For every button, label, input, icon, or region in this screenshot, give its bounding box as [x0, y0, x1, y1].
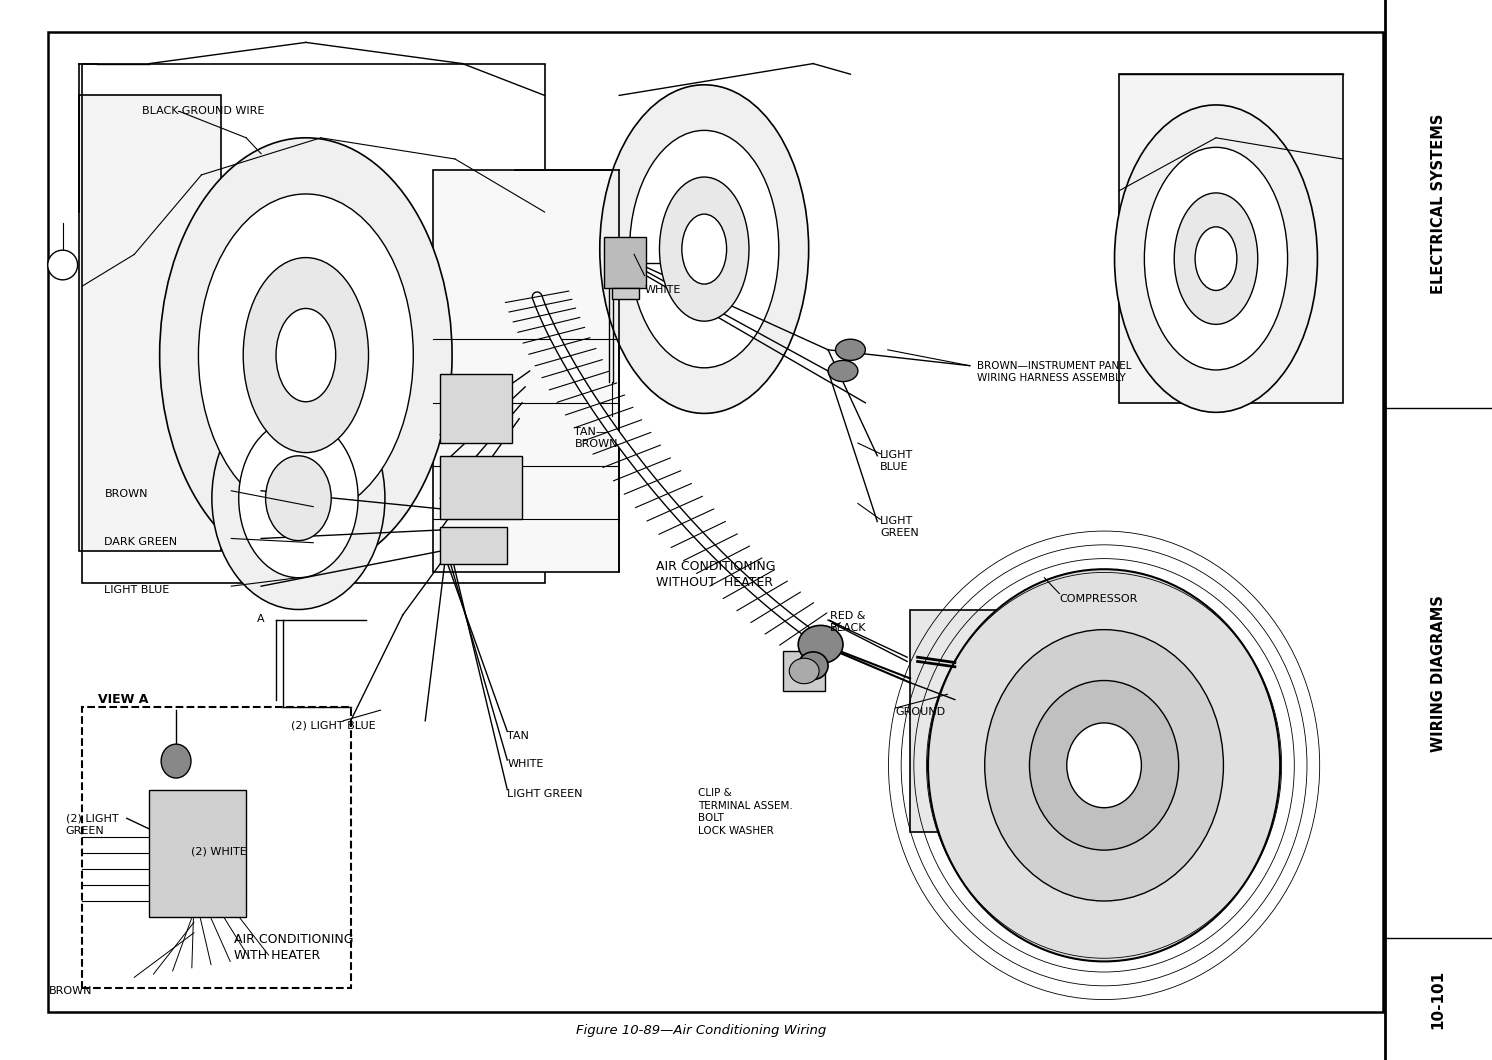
Bar [440, 456, 522, 519]
Text: COMPRESSOR: COMPRESSOR [1059, 594, 1138, 604]
Text: 10-101: 10-101 [1431, 970, 1446, 1028]
Ellipse shape [1029, 681, 1179, 850]
Ellipse shape [1174, 193, 1258, 324]
Text: VIEW A: VIEW A [98, 693, 149, 706]
Text: (2) WHITE: (2) WHITE [191, 846, 246, 856]
Ellipse shape [239, 419, 358, 578]
Text: AIR CONDITIONING
WITHOUT  HEATER: AIR CONDITIONING WITHOUT HEATER [656, 560, 776, 589]
Bar [79, 95, 221, 551]
Text: TAN: TAN [507, 730, 530, 741]
Text: BROWN: BROWN [104, 489, 148, 499]
Text: AIR CONDITIONING
WITH HEATER: AIR CONDITIONING WITH HEATER [234, 933, 354, 962]
Ellipse shape [1195, 227, 1237, 290]
Ellipse shape [789, 658, 819, 684]
Ellipse shape [985, 630, 1223, 901]
Bar [433, 170, 619, 572]
Bar [149, 790, 246, 917]
Text: WHITE: WHITE [645, 285, 680, 296]
Text: ELECTRICAL SYSTEMS: ELECTRICAL SYSTEMS [1431, 113, 1446, 295]
Bar [82, 64, 545, 583]
Ellipse shape [836, 339, 865, 360]
Bar [910, 610, 1149, 832]
Ellipse shape [798, 652, 828, 679]
Ellipse shape [243, 258, 369, 453]
Text: WIRING DIAGRAMS: WIRING DIAGRAMS [1431, 595, 1446, 752]
Ellipse shape [161, 744, 191, 778]
Text: LIGHT
BLUE: LIGHT BLUE [880, 449, 913, 473]
Ellipse shape [198, 194, 413, 516]
Bar [1119, 74, 1343, 403]
Bar [612, 288, 639, 299]
Text: Figure 10-89—Air Conditioning Wiring: Figure 10-89—Air Conditioning Wiring [576, 1024, 827, 1037]
Text: A: A [257, 614, 264, 624]
Bar [604, 237, 646, 288]
Text: LIGHT GREEN: LIGHT GREEN [507, 789, 583, 799]
Bar [440, 374, 512, 443]
Text: BLACK-GROUND WIRE: BLACK-GROUND WIRE [142, 106, 264, 117]
Bar [82, 707, 351, 988]
Text: LIGHT
GREEN: LIGHT GREEN [880, 515, 919, 538]
Ellipse shape [659, 177, 749, 321]
Text: GROUND: GROUND [895, 707, 946, 718]
Text: (2) LIGHT
GREEN: (2) LIGHT GREEN [66, 813, 118, 836]
Text: BROWN: BROWN [49, 986, 93, 996]
Text: LIGHT BLUE: LIGHT BLUE [104, 585, 170, 596]
Text: TAN—
BROWN: TAN— BROWN [574, 426, 618, 449]
Ellipse shape [828, 360, 858, 382]
Ellipse shape [266, 456, 331, 541]
Ellipse shape [682, 214, 727, 284]
Bar [48, 32, 1383, 1012]
Text: DARK GREEN: DARK GREEN [104, 536, 178, 547]
Ellipse shape [600, 85, 809, 413]
Ellipse shape [1067, 723, 1141, 808]
Ellipse shape [212, 387, 385, 610]
Ellipse shape [630, 130, 779, 368]
Ellipse shape [798, 625, 843, 664]
Ellipse shape [928, 569, 1280, 961]
Text: CLIP &
TERMINAL ASSEM.
BOLT
LOCK WASHER: CLIP & TERMINAL ASSEM. BOLT LOCK WASHER [698, 789, 794, 835]
Bar [440, 527, 507, 564]
Ellipse shape [48, 250, 78, 280]
Text: WHITE: WHITE [507, 759, 543, 770]
Text: (2) LIGHT BLUE: (2) LIGHT BLUE [291, 720, 376, 730]
Text: BROWN—INSTRUMENT PANEL
WIRING HARNESS ASSEMBLY: BROWN—INSTRUMENT PANEL WIRING HARNESS AS… [977, 360, 1132, 384]
Ellipse shape [160, 138, 452, 572]
Text: RED &
BLACK: RED & BLACK [830, 611, 865, 634]
Ellipse shape [1144, 147, 1288, 370]
Ellipse shape [276, 308, 336, 402]
Bar [783, 651, 825, 691]
Ellipse shape [1115, 105, 1317, 412]
